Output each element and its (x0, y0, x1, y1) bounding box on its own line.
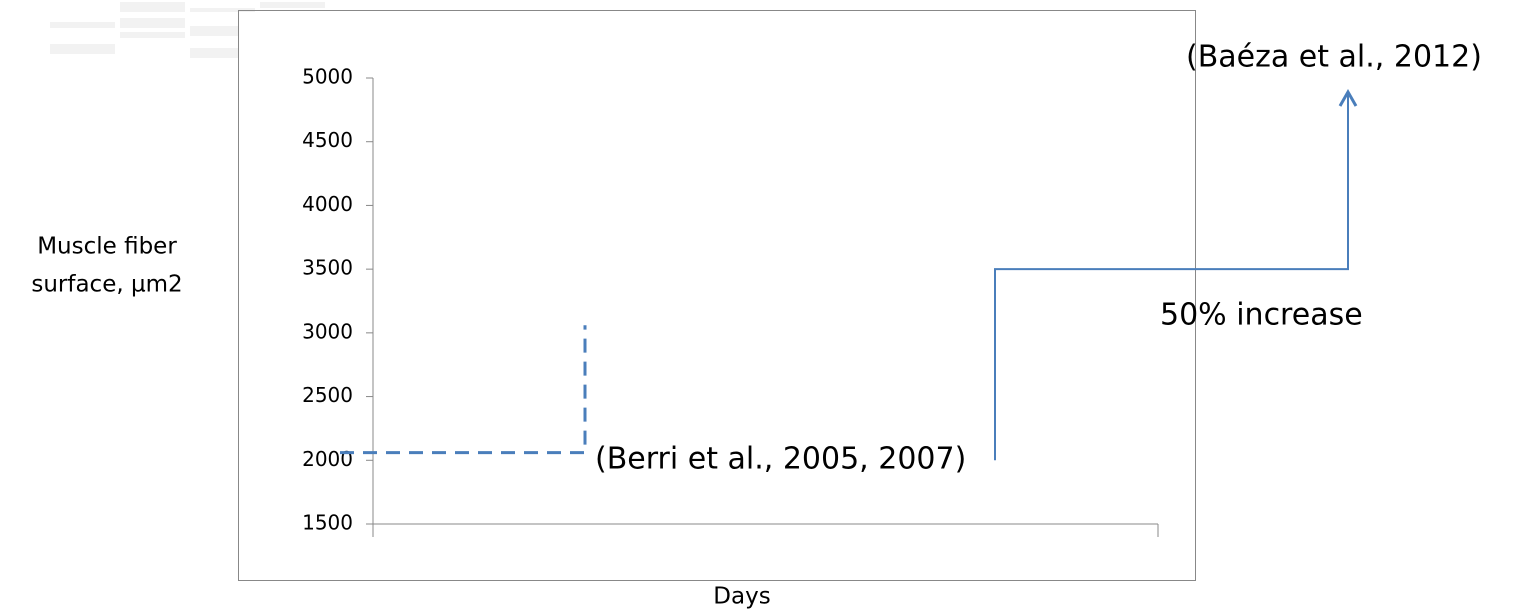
y-tick-label: 2000 (302, 447, 353, 471)
chart-frame (238, 10, 1196, 581)
y-axis-title: Muscle fiber (37, 234, 177, 260)
y-axis-title: surface, µm2 (31, 272, 182, 298)
annotation-note: 50% increase (1160, 298, 1363, 333)
annotation-label: (Berri et al., 2005, 2007) (595, 442, 966, 477)
y-tick-label: 5000 (302, 65, 353, 89)
y-tick-label: 3500 (302, 256, 353, 280)
annotation-connector (994, 92, 1349, 461)
y-tick-label: 1500 (302, 511, 353, 535)
arrow-head (1338, 88, 1358, 107)
background-artifact (50, 2, 325, 58)
annotation-connector (340, 325, 587, 455)
y-tick-label: 3000 (302, 319, 353, 343)
y-tick-label: 4000 (302, 192, 353, 216)
y-tick-label: 2500 (302, 383, 353, 407)
x-axis-title: Days (713, 584, 770, 610)
annotation-label: (Baéza et al., 2012) (1186, 40, 1482, 75)
y-tick-label: 4500 (302, 128, 353, 152)
